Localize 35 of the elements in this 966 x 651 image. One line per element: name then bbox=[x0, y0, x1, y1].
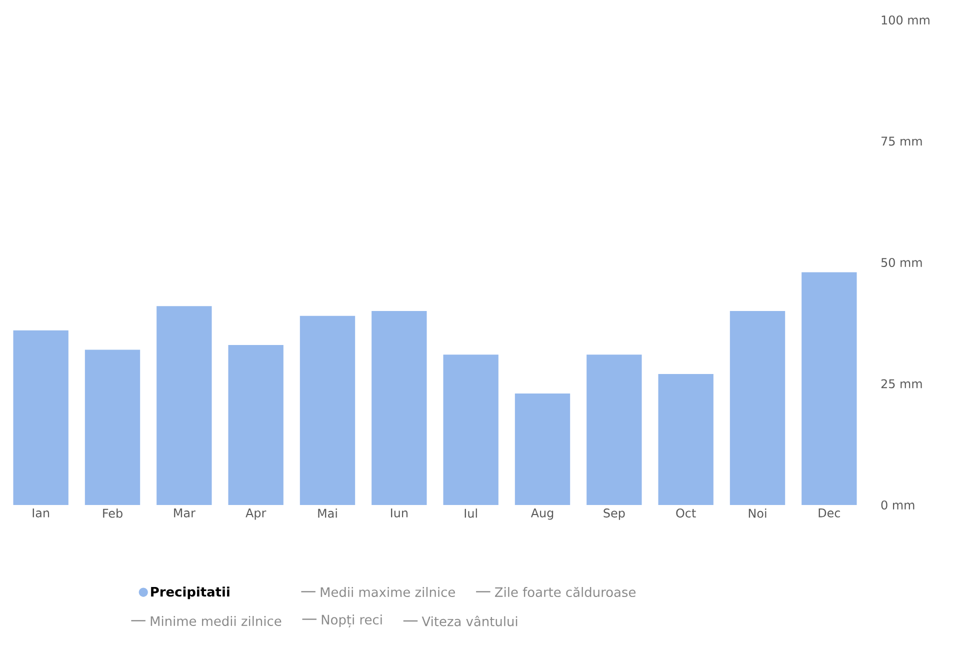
x-tick-label: Iun bbox=[391, 508, 408, 518]
bar bbox=[514, 393, 570, 505]
y-tick-label: 100 mm bbox=[882, 15, 930, 25]
bar bbox=[156, 306, 212, 505]
x-tick-label: Apr bbox=[246, 508, 266, 520]
y-tick-label: 0 mm bbox=[881, 500, 914, 510]
x-tick-label: Iul bbox=[464, 508, 477, 518]
bar bbox=[730, 310, 786, 505]
x-tick-label: Oct bbox=[676, 508, 696, 518]
x-tick-label: Mar bbox=[174, 508, 196, 518]
x-tick-label: Ian bbox=[32, 508, 50, 518]
text: Minime medii zilnice bbox=[150, 616, 282, 626]
text: Zile foarte călduroase bbox=[494, 586, 636, 598]
bar bbox=[802, 272, 857, 505]
bar bbox=[228, 344, 284, 505]
bar bbox=[300, 316, 356, 505]
bar bbox=[13, 330, 68, 505]
x-tick-label: Sep bbox=[604, 508, 625, 520]
legend-label: Precipitatii bbox=[151, 586, 230, 600]
y-tick-label: 25 mm bbox=[881, 379, 922, 388]
x-tick-label: Noi bbox=[748, 508, 766, 518]
bar bbox=[443, 354, 498, 505]
bar bbox=[372, 310, 427, 505]
y-tick-label: 75 mm bbox=[882, 136, 922, 146]
x-tick-label: Mai bbox=[318, 508, 337, 518]
x-tick-label: Feb bbox=[103, 508, 122, 518]
y-tick-label: 50 mm bbox=[881, 258, 922, 268]
x-tick-label: Aug bbox=[530, 508, 554, 520]
bar bbox=[658, 374, 714, 505]
x-tick-label: Dec bbox=[818, 508, 840, 518]
text: Medii maxime zilnice bbox=[320, 586, 455, 598]
bar bbox=[84, 350, 140, 505]
text: Nopți reci bbox=[322, 614, 382, 628]
bar bbox=[586, 354, 642, 505]
text: Viteza vântului bbox=[422, 616, 518, 626]
